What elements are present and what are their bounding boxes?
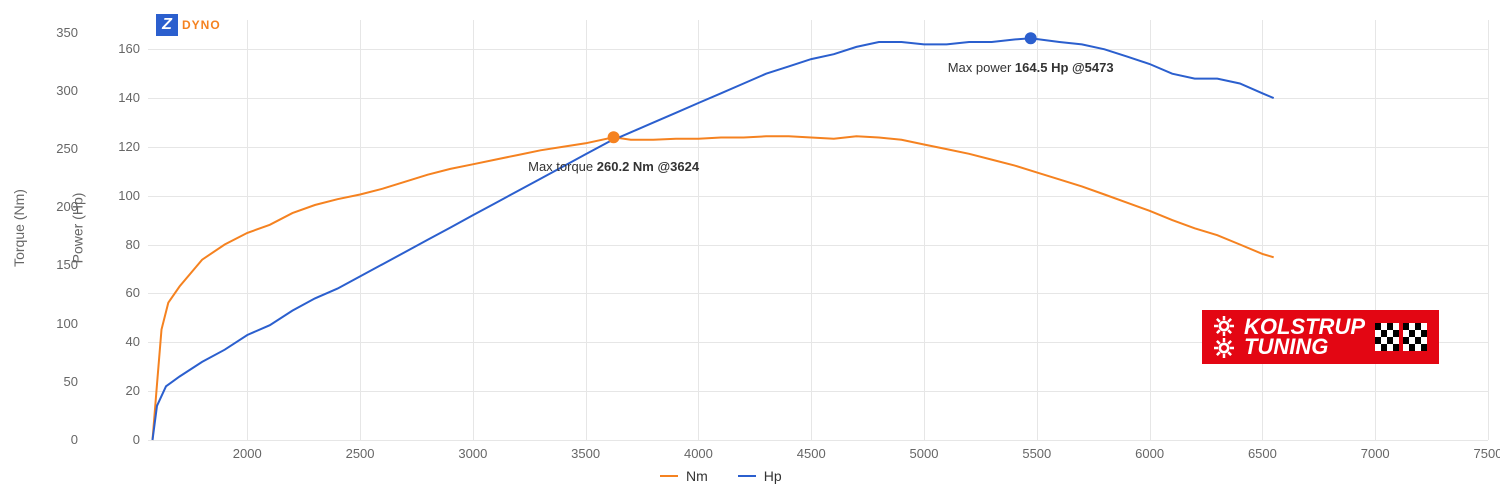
curves-svg	[148, 20, 1488, 440]
gear-icons	[1214, 316, 1234, 358]
dyno-chart: Z DYNO Torque (Nm) Power (Hp) NmHp KOLST…	[0, 0, 1500, 500]
x-tick-label: 2000	[233, 446, 262, 461]
y-tick-label-torque: 150	[38, 257, 78, 272]
checkered-flags	[1375, 323, 1427, 351]
axis-label-torque: Torque (Nm)	[11, 189, 27, 267]
kt-line2: TUNING	[1244, 337, 1365, 357]
series-Hp	[153, 38, 1274, 440]
x-tick-label: 6000	[1135, 446, 1164, 461]
legend-label: Hp	[764, 468, 782, 484]
marker	[608, 131, 620, 143]
x-tick-label: 5500	[1022, 446, 1051, 461]
x-tick-label: 6500	[1248, 446, 1277, 461]
x-tick-label: 4000	[684, 446, 713, 461]
y-tick-label-torque: 300	[38, 83, 78, 98]
grid-line	[1488, 20, 1489, 440]
gear-icon	[1214, 316, 1234, 336]
x-tick-label: 2500	[346, 446, 375, 461]
y-tick-label-power: 40	[104, 334, 140, 349]
x-tick-label: 3500	[571, 446, 600, 461]
y-tick-label-torque: 250	[38, 141, 78, 156]
y-tick-label-power: 120	[104, 139, 140, 154]
plot-area	[148, 20, 1488, 440]
y-tick-label-power: 160	[104, 41, 140, 56]
flag-icon	[1375, 323, 1399, 351]
y-tick-label-torque: 0	[38, 432, 78, 447]
flag-icon	[1403, 323, 1427, 351]
kolstrup-tuning-text: KOLSTRUP TUNING	[1244, 317, 1365, 357]
y-tick-label-power: 100	[104, 188, 140, 203]
legend-label: Nm	[686, 468, 708, 484]
kolstrup-tuning-logo: KOLSTRUP TUNING	[1202, 310, 1439, 364]
marker	[1025, 32, 1037, 44]
y-tick-label-torque: 50	[38, 374, 78, 389]
x-tick-label: 3000	[458, 446, 487, 461]
y-tick-label-power: 80	[104, 237, 140, 252]
grid-line	[148, 440, 1488, 441]
y-tick-label-torque: 200	[38, 199, 78, 214]
y-tick-label-power: 0	[104, 432, 140, 447]
legend-swatch	[738, 475, 756, 477]
series-Nm	[153, 136, 1274, 440]
y-tick-label-torque: 350	[38, 25, 78, 40]
annotation: Max torque 260.2 Nm @3624	[528, 159, 699, 174]
x-tick-label: 5000	[910, 446, 939, 461]
legend: Nm Hp	[660, 468, 782, 484]
y-tick-label-power: 60	[104, 285, 140, 300]
x-tick-label: 7000	[1361, 446, 1390, 461]
y-tick-label-power: 20	[104, 383, 140, 398]
legend-swatch	[660, 475, 678, 477]
x-tick-label: 4500	[797, 446, 826, 461]
annotation: Max power 164.5 Hp @5473	[948, 60, 1114, 75]
y-tick-label-power: 140	[104, 90, 140, 105]
gear-icon	[1214, 338, 1234, 358]
legend-item: Nm	[660, 468, 708, 484]
x-tick-label: 7500	[1474, 446, 1500, 461]
legend-item: Hp	[738, 468, 782, 484]
y-tick-label-torque: 100	[38, 316, 78, 331]
